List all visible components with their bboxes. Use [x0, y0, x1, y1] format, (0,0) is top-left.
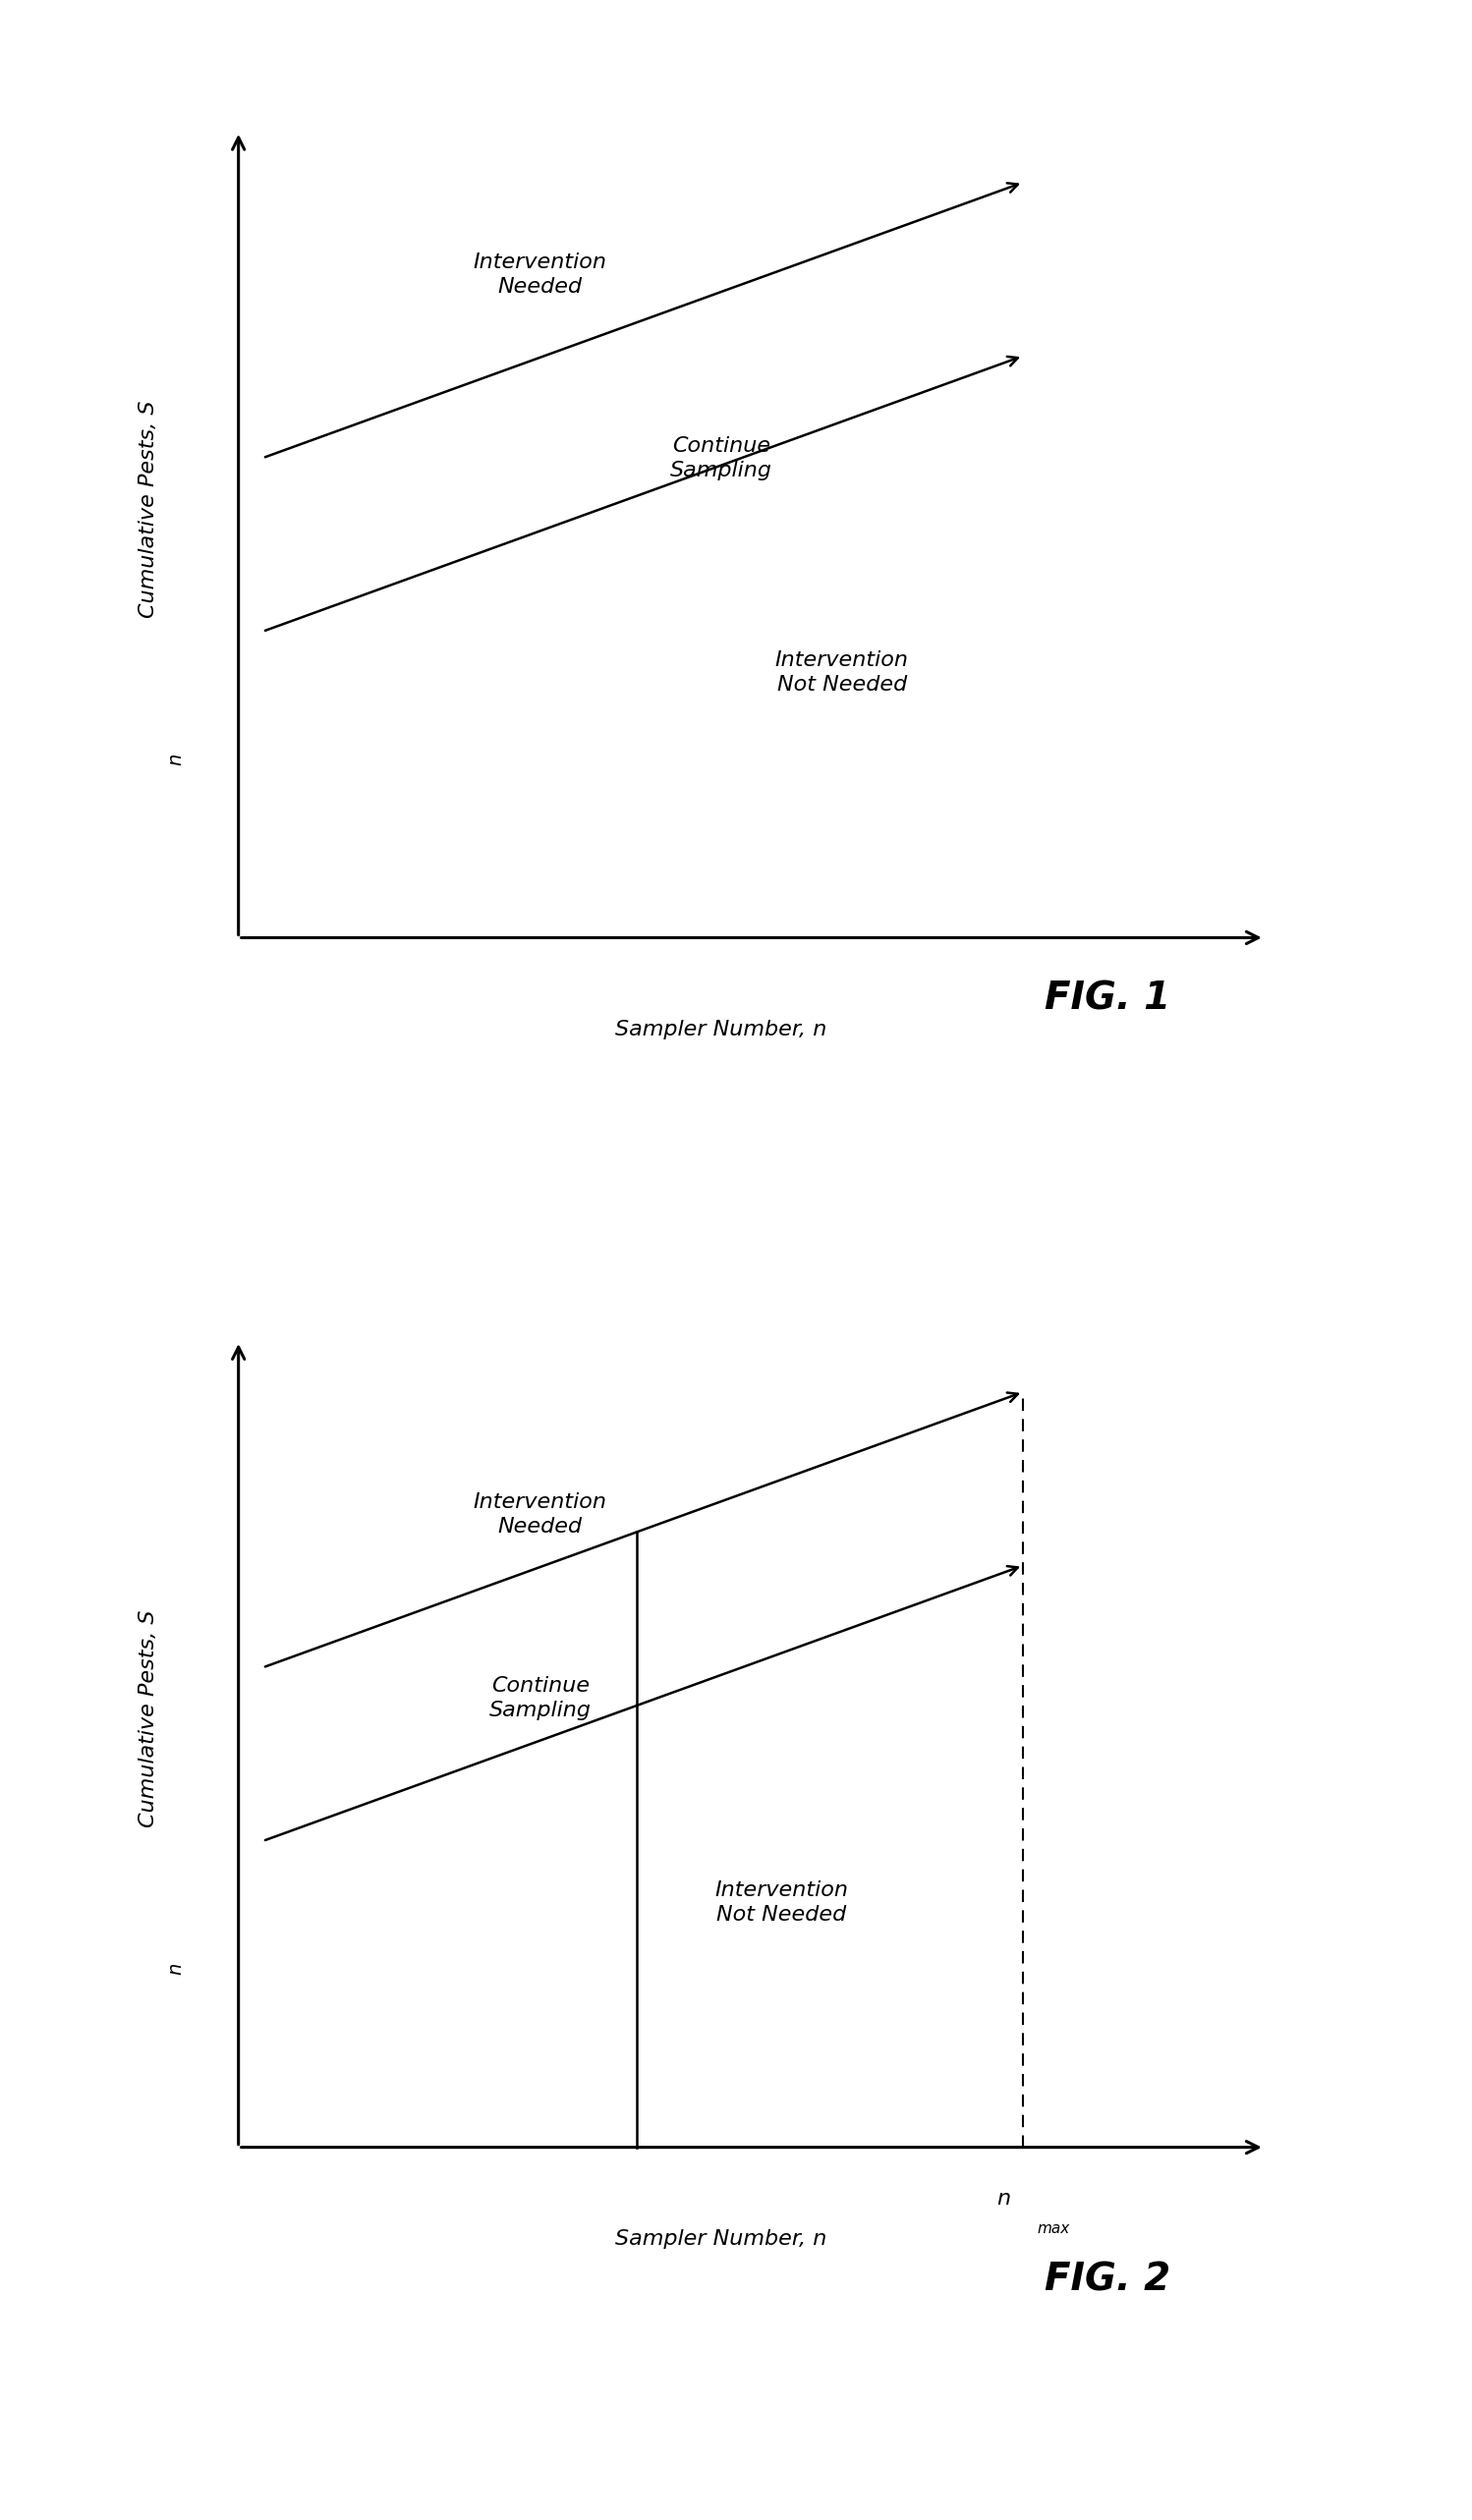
Text: Intervention
Needed: Intervention Needed — [474, 1492, 606, 1537]
Text: $n$: $n$ — [997, 2187, 1011, 2208]
Text: Continue
Sampling: Continue Sampling — [670, 436, 773, 479]
Text: Intervention
Needed: Intervention Needed — [474, 252, 606, 297]
Text: Continue
Sampling: Continue Sampling — [489, 1676, 592, 1721]
Text: Sampler Number, n: Sampler Number, n — [615, 2230, 827, 2248]
Text: max: max — [1036, 2223, 1070, 2235]
Text: n: n — [166, 753, 185, 766]
Text: Sampler Number, n: Sampler Number, n — [615, 1021, 827, 1038]
Text: FIG. 2: FIG. 2 — [1045, 2260, 1170, 2298]
Text: Cumulative Pests, S: Cumulative Pests, S — [138, 1610, 158, 1827]
Text: Intervention
Not Needed: Intervention Not Needed — [776, 650, 908, 696]
Text: FIG. 1: FIG. 1 — [1045, 980, 1170, 1018]
Text: n: n — [166, 1963, 185, 1976]
Text: Intervention
Not Needed: Intervention Not Needed — [715, 1880, 848, 1925]
Text: Cumulative Pests, S: Cumulative Pests, S — [138, 401, 158, 617]
